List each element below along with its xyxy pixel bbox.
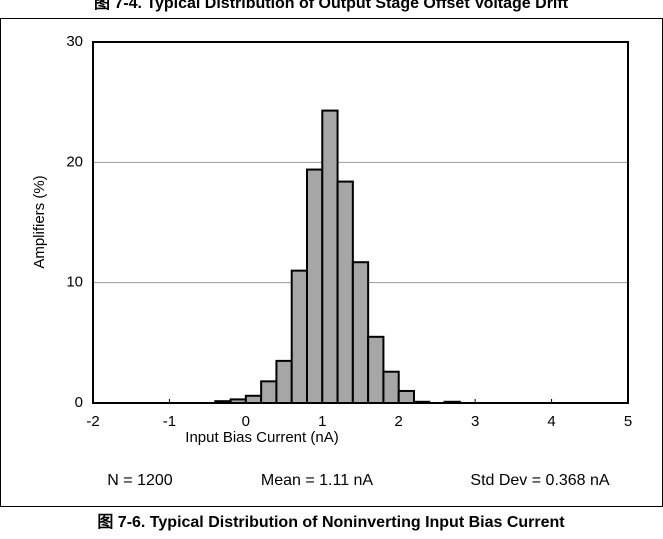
bar bbox=[336, 180, 354, 404]
bar bbox=[290, 269, 309, 404]
annotation: Mean = 1.11 nA bbox=[261, 472, 374, 489]
y-tick-label: 0 bbox=[75, 394, 83, 411]
x-tick-label: 4 bbox=[547, 413, 555, 430]
y-tick-label: 20 bbox=[66, 153, 83, 170]
x-tick-label: -2 bbox=[86, 413, 99, 430]
x-tick-label: 0 bbox=[242, 413, 250, 430]
bar bbox=[351, 261, 370, 404]
x-axis-label: Input Bias Current (nA) bbox=[185, 429, 338, 446]
bar bbox=[397, 389, 416, 405]
y-axis-label: Amplifiers (%) bbox=[31, 175, 48, 268]
x-tick-label: 1 bbox=[318, 413, 326, 430]
plot-frame bbox=[92, 41, 629, 404]
caption: 图 7-6. Typical Distribution of Noninvert… bbox=[97, 513, 565, 531]
y-tick-label: 10 bbox=[66, 274, 83, 291]
x-tick-label: 5 bbox=[624, 413, 632, 430]
y-tick-label: 30 bbox=[66, 33, 83, 50]
x-tick-label: -1 bbox=[163, 413, 176, 430]
annotation: N = 1200 bbox=[107, 472, 172, 489]
bar bbox=[244, 394, 263, 404]
annotation: Std Dev = 0.368 nA bbox=[470, 472, 610, 489]
bar bbox=[260, 380, 278, 404]
bar bbox=[306, 168, 324, 404]
caption-above: 图 7-4. Typical Distribution of Output St… bbox=[94, 0, 569, 12]
x-tick-label: 3 bbox=[471, 413, 479, 430]
bar bbox=[367, 335, 385, 405]
bar bbox=[275, 359, 293, 404]
bar bbox=[382, 370, 400, 405]
x-tick-label: 2 bbox=[395, 413, 403, 430]
bar bbox=[321, 109, 339, 404]
